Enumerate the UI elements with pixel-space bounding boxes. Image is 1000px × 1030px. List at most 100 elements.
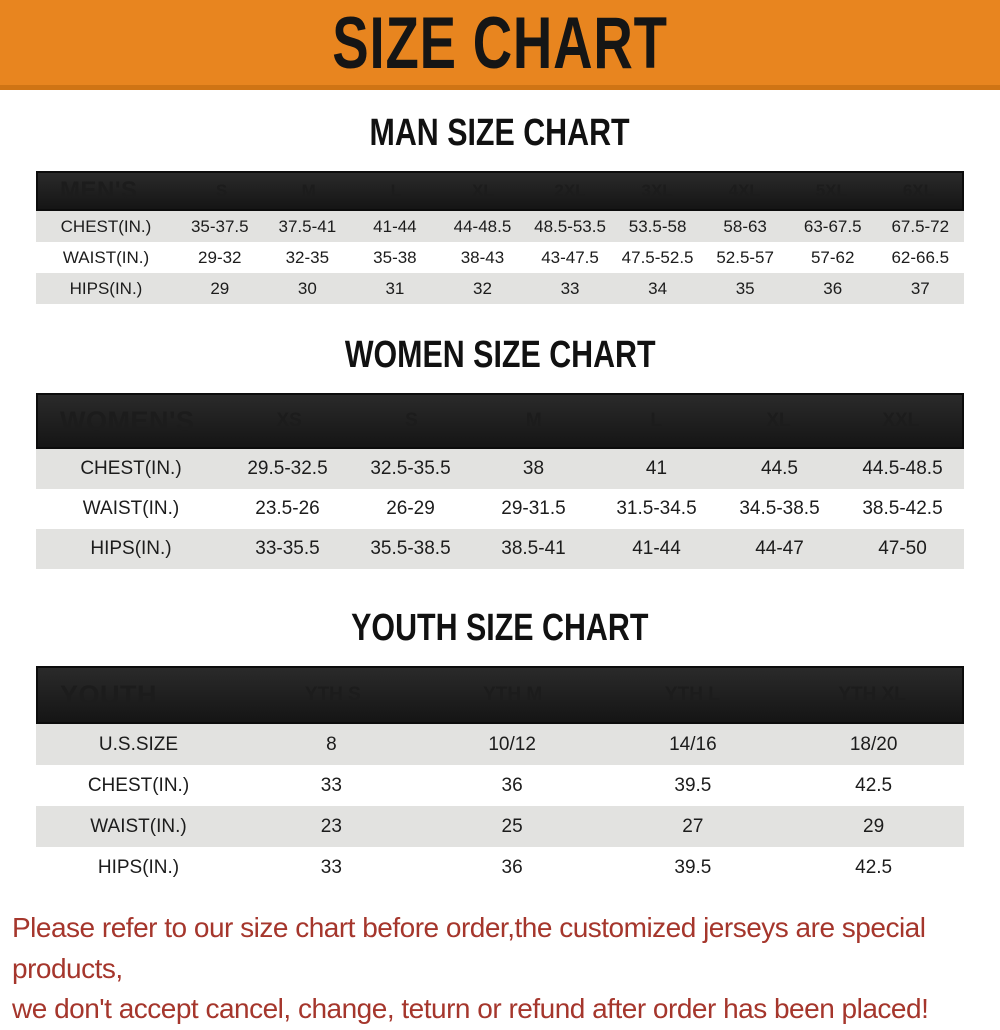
column-header: XS xyxy=(276,410,302,431)
table-cell: 33 xyxy=(560,278,580,298)
row-label: HIPS(IN.) xyxy=(97,856,180,878)
table-cell: 29.5-32.5 xyxy=(247,458,328,479)
table-row: WAIST(IN.) 29-32 32-35 35-38 38-43 43-47.5 47.… xyxy=(36,242,964,273)
table-cell: 32.5-35.5 xyxy=(370,458,451,479)
column-header: M xyxy=(301,181,316,200)
man-section-title-text: MAN SIZE CHART xyxy=(369,112,631,154)
table-cell: 67.5-72 xyxy=(891,216,950,236)
youth-section-title-text: YOUTH SIZE CHART xyxy=(351,607,649,649)
table-cell: 35.5-38.5 xyxy=(370,538,451,559)
table-cell: 36 xyxy=(501,856,523,878)
disclaimer-line-1: Please refer to our size chart before or… xyxy=(12,912,926,984)
table-cell: 33-35.5 xyxy=(255,538,320,559)
women-size-table: WOMEN'S XS S M L XL XXL CHEST(IN.) 29.5-32.5 32.5… xyxy=(36,393,964,569)
men-size-table: MEN'S S M L XL 2XL 3XL 4XL 5XL 6XL CHEST(IN.) 35-37… xyxy=(36,171,964,304)
table-cell: 31 xyxy=(385,278,405,298)
youth-size-table: YOUTH YTH S YTH M YTH L YTH XL U.S.SIZE 8 10/12… xyxy=(36,666,964,888)
row-label: WAIST(IN.) xyxy=(82,498,180,519)
women-section-title-text: WOMEN SIZE CHART xyxy=(344,334,656,376)
table-header-row: WOMEN'S XS S M L XL XXL xyxy=(36,393,964,449)
table-cell: 62-66.5 xyxy=(891,247,950,267)
table-cell: 38.5-41 xyxy=(501,538,566,559)
table-cell: 27 xyxy=(682,815,704,837)
table-cell: 35 xyxy=(735,278,755,298)
column-header: YTH XL xyxy=(838,684,906,705)
column-header: YTH L xyxy=(664,684,720,705)
table-cell: 23.5-26 xyxy=(255,498,320,519)
table-cell: 53.5-58 xyxy=(628,216,687,236)
table-cell: 34 xyxy=(648,278,668,298)
table-cell: 14/16 xyxy=(669,733,717,755)
column-header: YTH S xyxy=(304,684,361,705)
table-cell: 41-44 xyxy=(632,538,681,559)
table-cell: 47.5-52.5 xyxy=(621,247,694,267)
table-cell: 63-67.5 xyxy=(803,216,862,236)
column-header: 4XL xyxy=(728,181,760,200)
table-row: HIPS(IN.) 33-35.5 35.5-38.5 38.5-41 41-44 44-… xyxy=(36,529,964,569)
table-row: HIPS(IN.) 29 30 31 32 33 34 35 36 37 xyxy=(36,273,964,304)
table-row: WAIST(IN.) 23 25 27 29 xyxy=(36,806,964,847)
table-header-row: MEN'S S M L XL 2XL 3XL 4XL 5XL 6XL xyxy=(36,171,964,211)
column-header: 6XL xyxy=(902,181,935,200)
table-cell: 29-32 xyxy=(198,247,242,267)
women-section-title: WOMEN SIZE CHART xyxy=(0,334,1000,377)
row-label: WAIST(IN.) xyxy=(62,247,150,267)
table-cell: 39.5 xyxy=(674,856,712,878)
table-cell: 30 xyxy=(297,278,317,298)
table-cell: 33 xyxy=(320,774,342,796)
table-cell: 39.5 xyxy=(674,774,712,796)
column-header: 3XL xyxy=(641,181,673,200)
table-cell: 44-48.5 xyxy=(453,216,512,236)
table-cell: 35-37.5 xyxy=(190,216,249,236)
table-cell: 41 xyxy=(645,458,668,479)
table-header-row: YOUTH YTH S YTH M YTH L YTH XL xyxy=(36,666,964,724)
table-group-label: YOUTH xyxy=(60,679,157,710)
row-label: CHEST(IN.) xyxy=(60,216,152,236)
column-header: L xyxy=(390,181,401,200)
table-cell: 44.5 xyxy=(761,458,798,479)
youth-section-title: YOUTH SIZE CHART xyxy=(0,607,1000,650)
banner-title: SIZE CHART xyxy=(332,1,668,84)
table-cell: 37.5-41 xyxy=(278,216,337,236)
table-cell: 43-47.5 xyxy=(541,247,599,267)
table-cell: 33 xyxy=(320,856,342,878)
table-cell: 35-38 xyxy=(373,247,417,267)
table-cell: 52.5-57 xyxy=(716,247,774,267)
table-cell: 34.5-38.5 xyxy=(739,498,820,519)
disclaimer-line-2: we don't accept cancel, change, teturn o… xyxy=(12,993,929,1025)
table-cell: 23 xyxy=(320,815,342,837)
size-chart-banner: SIZE CHART xyxy=(0,0,1000,90)
table-cell: 31.5-34.5 xyxy=(616,498,697,519)
row-label: CHEST(IN.) xyxy=(80,458,182,479)
column-header: XL xyxy=(766,410,791,431)
table-cell: 42.5 xyxy=(855,856,893,878)
table-cell: 37 xyxy=(910,278,930,298)
column-header: XL xyxy=(472,181,494,200)
table-group-label: MEN'S xyxy=(60,177,138,204)
column-header: XXL xyxy=(882,410,920,431)
table-cell: 57-62 xyxy=(810,247,855,267)
table-cell: 32-35 xyxy=(285,247,330,267)
row-label: WAIST(IN.) xyxy=(90,815,187,837)
table-cell: 48.5-53.5 xyxy=(534,216,606,236)
table-cell: 26-29 xyxy=(386,498,435,519)
table-cell: 8 xyxy=(326,733,337,755)
table-cell: 44-47 xyxy=(755,538,804,559)
table-cell: 29-31.5 xyxy=(501,498,566,519)
column-header: S xyxy=(405,410,418,431)
table-row: CHEST(IN.) 29.5-32.5 32.5-35.5 38 41 44.5 44.5… xyxy=(36,449,964,489)
column-header: YTH M xyxy=(483,684,543,705)
table-cell: 41-44 xyxy=(373,216,417,236)
table-group-label: WOMEN'S xyxy=(60,405,195,436)
table-cell: 38.5-42.5 xyxy=(862,498,943,519)
table-cell: 44.5-48.5 xyxy=(862,458,943,479)
row-label: HIPS(IN.) xyxy=(90,538,172,559)
table-cell: 42.5 xyxy=(855,774,893,796)
table-cell: 36 xyxy=(823,278,843,298)
row-label: U.S.SIZE xyxy=(98,733,179,755)
table-cell: 25 xyxy=(501,815,523,837)
column-header: M xyxy=(525,410,542,431)
table-cell: 47-50 xyxy=(878,538,927,559)
column-header: S xyxy=(215,181,228,200)
table-cell: 29 xyxy=(210,278,230,298)
